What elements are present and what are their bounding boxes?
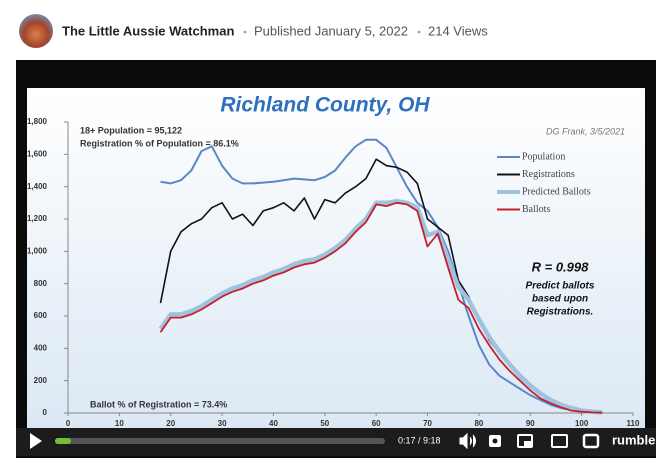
y-tick-label: 400	[34, 343, 48, 352]
settings-icon	[493, 439, 498, 444]
y-tick-label: 1,400	[27, 182, 48, 191]
x-tick-label: 80	[474, 419, 483, 428]
y-tick-label: 1,000	[27, 246, 48, 255]
annotation: based upon	[532, 294, 588, 305]
legend-label: Predicted Ballots	[522, 186, 591, 197]
channel-name[interactable]: The Little Aussie Watchman	[62, 23, 234, 38]
published-date: Published January 5, 2022	[254, 23, 408, 38]
annotation: R = 0.998	[532, 259, 590, 274]
x-tick-label: 50	[320, 419, 329, 428]
legend-label: Registrations	[522, 169, 575, 180]
annotation: DG Frank, 3/5/2021	[546, 126, 625, 136]
y-tick-label: 1,200	[27, 214, 48, 223]
legend-label: Ballots	[522, 204, 550, 215]
x-tick-label: 20	[166, 419, 175, 428]
x-tick-label: 0	[66, 419, 71, 428]
separator	[418, 31, 421, 34]
y-tick-label: 1,800	[27, 117, 48, 126]
page: The Little Aussie Watchman Published Jan…	[0, 0, 656, 458]
x-tick-label: 40	[269, 419, 278, 428]
x-tick-label: 10	[115, 419, 124, 428]
x-tick-label: 70	[423, 419, 432, 428]
chart-title: Richland County, OH	[220, 94, 430, 117]
legend-label: Population	[522, 151, 565, 162]
brand-logo[interactable]: rumble	[612, 432, 655, 447]
x-tick-label: 90	[526, 419, 535, 428]
annotation: Registrations.	[527, 307, 594, 318]
view-count: 214 Views	[428, 23, 488, 38]
avatar[interactable]	[19, 14, 53, 48]
y-tick-label: 600	[34, 311, 48, 320]
progress-bar[interactable]	[55, 438, 385, 444]
miniplayer-icon	[524, 441, 531, 446]
screen: The Little Aussie Watchman Published Jan…	[0, 0, 656, 458]
x-tick-label: 60	[372, 419, 381, 428]
annotation: 18+ Population = 95,122	[80, 125, 182, 135]
y-tick-label: 0	[43, 408, 48, 417]
annotation: Ballot % of Registration = 73.4%	[90, 399, 227, 409]
annotation: Registration % of Population = 86.1%	[80, 138, 239, 148]
separator	[244, 31, 247, 34]
progress-fill	[55, 438, 71, 444]
y-tick-label: 1,600	[27, 149, 48, 158]
annotation: Predict ballots	[526, 281, 595, 292]
x-tick-label: 110	[627, 419, 640, 428]
time-display: 0:17 / 9:18	[398, 435, 441, 445]
x-tick-label: 100	[575, 419, 589, 428]
y-tick-label: 200	[34, 376, 48, 385]
x-tick-label: 30	[218, 419, 227, 428]
y-tick-label: 800	[34, 279, 48, 288]
